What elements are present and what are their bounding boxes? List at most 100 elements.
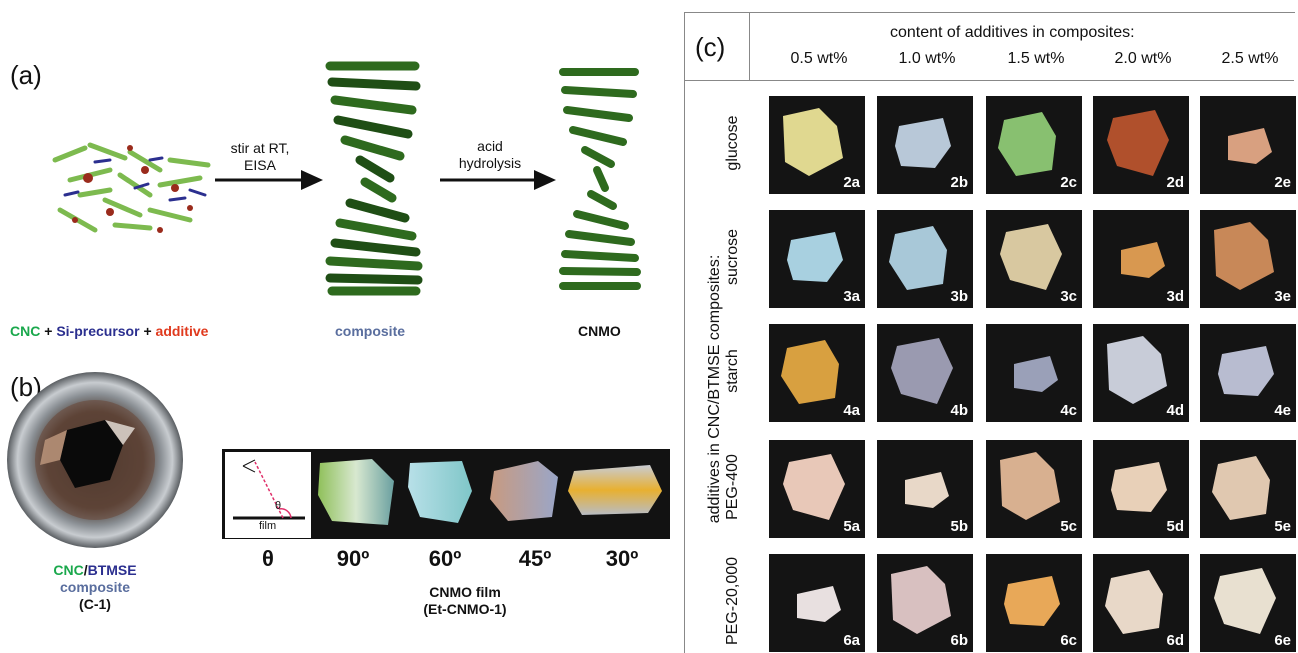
- sample-label: 4e: [1274, 402, 1291, 419]
- sample-tile: 3b: [877, 210, 973, 308]
- sample-tile: 3a: [769, 210, 865, 308]
- sample-label: 3d: [1166, 288, 1184, 305]
- sample-film-shape: [891, 338, 953, 404]
- sample-tile: 4b: [877, 324, 973, 422]
- arrow2: [440, 170, 556, 190]
- angle-90-label: 90º: [336, 546, 370, 571]
- row-header-sucrose: sucrose: [724, 228, 741, 286]
- sample-film-shape: [905, 472, 949, 508]
- sample-tile: 6b: [877, 554, 973, 652]
- sample-film-shape: [781, 340, 839, 404]
- cnc-mixture-illustration: [52, 142, 211, 233]
- sample-label: 6a: [843, 632, 860, 649]
- sample-tile: 4c: [986, 324, 1082, 422]
- sample-film-shape: [1105, 570, 1163, 634]
- sample-tile: 4a: [769, 324, 865, 422]
- sample-film-shape: [1014, 356, 1058, 392]
- arrow1: [215, 170, 323, 190]
- sample-label: 2a: [843, 174, 860, 191]
- sample-tile: 5e: [1200, 440, 1296, 538]
- legend-si-precursor: Si-precursor: [56, 323, 140, 339]
- sample-film-shape: [1107, 336, 1167, 404]
- sample-film-shape: [1218, 346, 1274, 396]
- cnmo-helix-illustration: [559, 68, 641, 290]
- composite-dish-photo: [7, 372, 183, 548]
- sample-film-shape: [1000, 452, 1060, 520]
- sample-label: 4a: [843, 402, 860, 419]
- inset-film-label: film: [259, 520, 277, 532]
- inset-theta: θ: [275, 500, 282, 512]
- sample-tile: 6d: [1093, 554, 1189, 652]
- sample-film-shape: [1107, 110, 1169, 176]
- col-header-1.5: 1.5 wt%: [1007, 50, 1065, 67]
- sample-label: 6c: [1060, 632, 1077, 649]
- sample-film-shape: [998, 112, 1056, 176]
- row-header-starch: starch: [724, 349, 741, 393]
- sample-film-shape: [1214, 568, 1276, 634]
- sample-label: 6d: [1166, 632, 1184, 649]
- row-header-peg400: PEG-400: [724, 454, 741, 520]
- sample-label: 2c: [1060, 174, 1077, 191]
- sample-film-shape: [783, 108, 843, 176]
- col-header-2.0: 2.0 wt%: [1114, 50, 1172, 67]
- film-caption: CNMO film (Et-CNMO-1): [423, 584, 507, 617]
- row-header-peg20000: PEG-20,000: [724, 556, 741, 646]
- sample-label: 5d: [1166, 518, 1184, 535]
- sample-label: 5e: [1274, 518, 1291, 535]
- angle-diagram: [233, 459, 305, 520]
- sample-label: 3c: [1060, 288, 1077, 305]
- angle-theta-label: θ: [262, 546, 274, 571]
- sample-tile: 6e: [1200, 554, 1296, 652]
- sample-label: 3e: [1274, 288, 1291, 305]
- sample-tile: 5d: [1093, 440, 1189, 538]
- sample-film-shape: [1004, 576, 1060, 626]
- panel-c-divider-h: [684, 80, 1294, 81]
- sample-film-shape: [1121, 242, 1165, 278]
- sample-label: 5b: [950, 518, 968, 535]
- composite-caption: CNC/BTMSE composite (C-1): [53, 562, 137, 612]
- sample-film-shape: [1111, 462, 1167, 512]
- sample-label: 4c: [1060, 402, 1077, 419]
- sample-label: 4b: [950, 402, 968, 419]
- composite-helix-illustration: [325, 61, 423, 296]
- sample-film-shape: [787, 232, 843, 282]
- arrow1-label: stir at RT, EISA: [230, 140, 290, 173]
- angle-45-label: 45º: [518, 546, 552, 571]
- sample-tile: 5c: [986, 440, 1082, 538]
- sample-tile: 4e: [1200, 324, 1296, 422]
- legend-cnc: CNC: [10, 323, 41, 339]
- sample-tile: 6c: [986, 554, 1082, 652]
- sample-tile: 4d: [1093, 324, 1189, 422]
- sample-label: 2e: [1274, 174, 1291, 191]
- panel-c-divider-v: [749, 12, 750, 80]
- sample-label: 3a: [843, 288, 860, 305]
- sample-label: 6e: [1274, 632, 1291, 649]
- sample-tile: 3e: [1200, 210, 1296, 308]
- sample-film-shape: [797, 586, 841, 622]
- film-photos: [318, 459, 662, 525]
- sample-film-shape: [891, 566, 951, 634]
- composite-label: composite: [335, 323, 406, 339]
- col-header-0.5: 0.5 wt%: [790, 50, 848, 67]
- cnmo-label: CNMO: [578, 323, 621, 339]
- sample-tile: 2b: [877, 96, 973, 194]
- sample-tile: 2d: [1093, 96, 1189, 194]
- sample-tile: 2a: [769, 96, 865, 194]
- sample-film-shape: [783, 454, 845, 520]
- sample-film-shape: [889, 226, 947, 290]
- col-header-1.0: 1.0 wt%: [898, 50, 956, 67]
- sample-label: 2d: [1166, 174, 1184, 191]
- sample-tile: 5b: [877, 440, 973, 538]
- panel-a-label: (a): [10, 60, 42, 90]
- sample-label: 5a: [843, 518, 860, 535]
- panel-c-frame: [684, 12, 1295, 653]
- sample-film-shape: [1000, 224, 1062, 290]
- col-header-2.5: 2.5 wt%: [1221, 50, 1279, 67]
- panel-c-label: (c): [695, 32, 726, 62]
- sample-tile: 5a: [769, 440, 865, 538]
- sample-film-shape: [1212, 456, 1270, 520]
- sample-film-shape: [1214, 222, 1274, 290]
- sample-label: 3b: [950, 288, 968, 305]
- sample-label: 4d: [1166, 402, 1184, 419]
- sample-label: 2b: [950, 174, 968, 191]
